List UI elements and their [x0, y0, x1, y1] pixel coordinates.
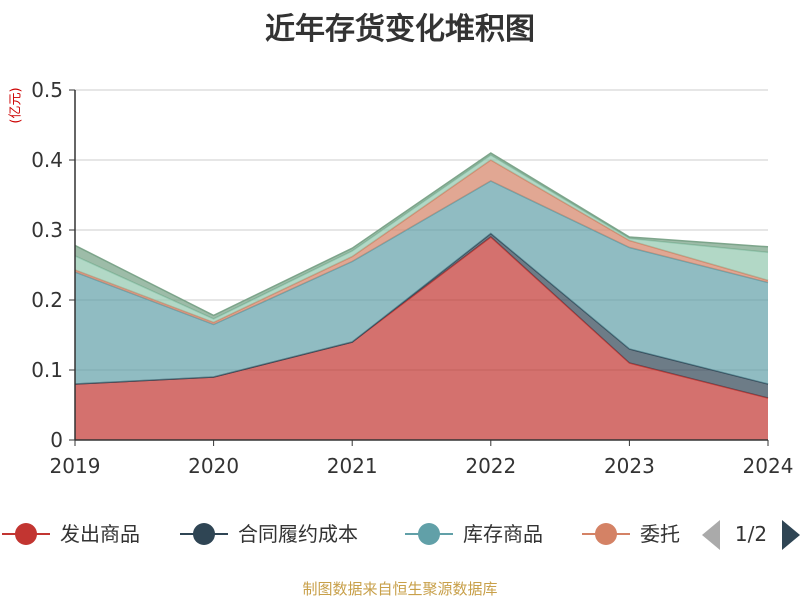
- legend-marker-icon: [595, 523, 617, 545]
- x-tick-label: 2023: [604, 454, 655, 478]
- y-tick-label: 0.2: [31, 288, 63, 312]
- y-tick-label: 0.1: [31, 358, 63, 382]
- legend-item[interactable]: 发出商品: [2, 522, 140, 546]
- triangle-left-icon[interactable]: [702, 520, 720, 550]
- y-tick-label: 0.5: [31, 78, 63, 102]
- triangle-right-icon[interactable]: [782, 520, 800, 550]
- chart-title: 近年存货变化堆积图: [265, 12, 535, 47]
- line-series-5: [74, 152, 769, 317]
- legend-marker-icon: [15, 523, 37, 545]
- x-tick-label: 2019: [50, 454, 101, 478]
- y-tick-label: 0: [50, 428, 63, 452]
- legend-item[interactable]: 委托: [582, 522, 680, 546]
- legend-marker-icon: [418, 523, 440, 545]
- legend-marker-icon: [193, 523, 215, 545]
- x-tick-label: 2024: [743, 454, 794, 478]
- legend-item[interactable]: 合同履约成本: [180, 522, 358, 546]
- y-tick-label: 0.3: [31, 218, 63, 242]
- legend-label: 发出商品: [60, 522, 140, 546]
- y-tick-label: 0.4: [31, 148, 63, 172]
- legend-item[interactable]: 库存商品: [405, 522, 543, 546]
- x-tick-label: 2020: [188, 454, 239, 478]
- legend-label: 委托: [640, 522, 680, 546]
- area-series-0: [75, 237, 768, 440]
- x-tick-label: 2021: [327, 454, 378, 478]
- legend-page-indicator: 1/2: [735, 522, 767, 546]
- legend-label: 合同履约成本: [238, 522, 358, 546]
- legend-label: 库存商品: [463, 522, 543, 546]
- area-series-2: [75, 181, 768, 384]
- area-series-3: [75, 160, 768, 325]
- x-tick-label: 2022: [465, 454, 516, 478]
- source-footer: 制图数据来自恒生聚源数据库: [302, 580, 498, 598]
